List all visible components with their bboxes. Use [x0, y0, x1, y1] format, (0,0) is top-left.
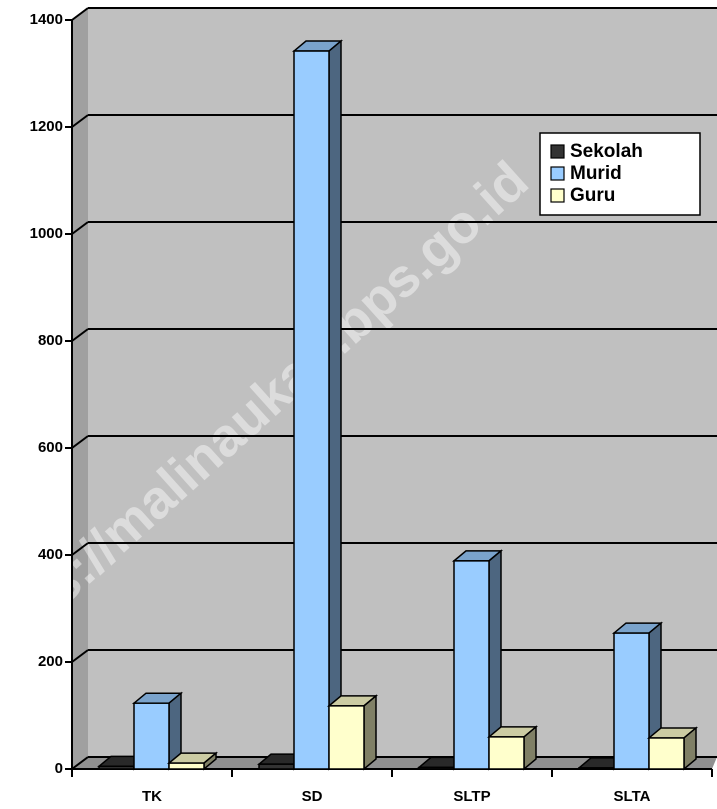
y-tick-label: 400 [38, 546, 63, 563]
legend-swatch [550, 144, 565, 159]
bar-front [133, 702, 170, 770]
grid-line [71, 542, 89, 556]
y-tick-label: 1400 [30, 11, 63, 28]
x-tick-label: SD [302, 788, 323, 805]
grid-line [71, 7, 89, 21]
y-tick-label: 600 [38, 439, 63, 456]
legend-swatch [550, 188, 565, 203]
grid-line [71, 221, 89, 235]
grid-line [71, 114, 89, 128]
bar-front [328, 705, 365, 770]
bar-front [98, 765, 135, 770]
y-tick-label: 1000 [30, 225, 63, 242]
legend-label: Guru [570, 185, 615, 206]
floor [72, 757, 717, 769]
grid-line [71, 435, 89, 449]
bar [646, 726, 699, 771]
grid-line [71, 649, 89, 663]
x-tick-label: SLTA [614, 788, 651, 805]
bar-front [578, 767, 615, 770]
bar-side [328, 39, 342, 771]
x-tick-label: SLTP [453, 788, 490, 805]
side-wall [72, 8, 88, 769]
y-tick-label: 200 [38, 653, 63, 670]
bar [291, 39, 344, 771]
legend-label: Sekolah [570, 141, 643, 162]
y-tick-label: 800 [38, 332, 63, 349]
bar-front [488, 736, 525, 770]
bar-front [258, 763, 295, 770]
y-tick-label: 1200 [30, 118, 63, 135]
bar-side [363, 694, 377, 771]
bar [486, 725, 539, 771]
grid-line [71, 756, 89, 770]
y-tick-label: 0 [55, 760, 63, 777]
bar-front [648, 737, 685, 770]
bar [451, 549, 504, 771]
bar [166, 751, 219, 771]
legend-swatch [550, 166, 565, 181]
bar-front [168, 762, 205, 770]
bar [326, 694, 379, 771]
bar-front [613, 632, 650, 770]
legend-box [539, 132, 701, 216]
grid-line [71, 328, 89, 342]
x-tick-label: TK [142, 788, 162, 805]
legend-label: Murid [570, 163, 622, 184]
bar-front [293, 50, 330, 770]
bar [131, 691, 184, 771]
bar-front [418, 766, 455, 770]
bar-front [453, 560, 490, 770]
